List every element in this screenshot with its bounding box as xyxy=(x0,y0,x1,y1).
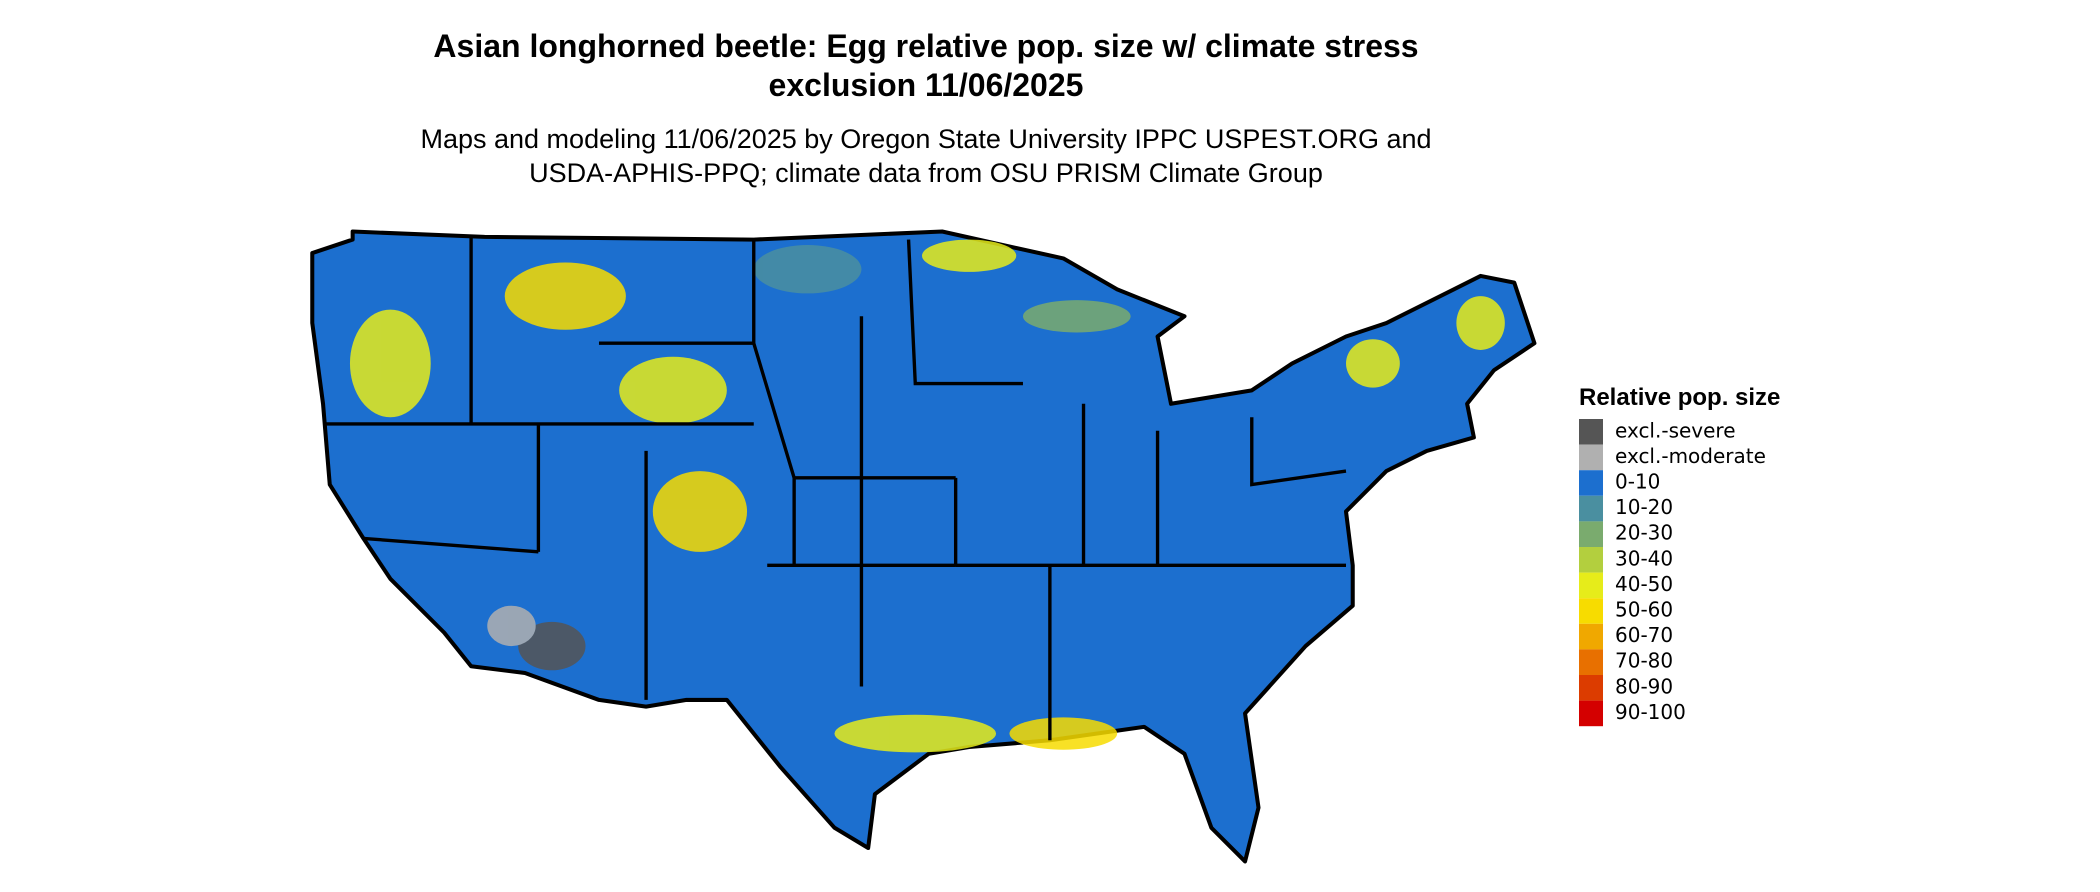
legend-label: 40-50 xyxy=(1615,572,1673,596)
subtitle-line: USDA-APHIS-PPQ; climate data from OSU PR… xyxy=(529,158,1323,188)
legend-swatch xyxy=(1579,572,1603,599)
legend-label: 70-80 xyxy=(1615,649,1673,673)
legend-swatch xyxy=(1579,700,1603,727)
legend-swatch xyxy=(1579,623,1603,650)
legend-swatch xyxy=(1579,649,1603,675)
legend-swatch xyxy=(1579,598,1603,624)
subtitle-line: Maps and modeling 11/06/2025 by Oregon S… xyxy=(420,124,1431,154)
legend-label: 90-100 xyxy=(1615,700,1686,724)
title-line: exclusion 11/06/2025 xyxy=(769,67,1084,103)
legend-label: 30-40 xyxy=(1615,546,1673,570)
legend-title: Relative pop. size xyxy=(1579,384,1780,411)
legend-label: 20-30 xyxy=(1615,521,1673,545)
legend-swatch xyxy=(1579,470,1603,496)
legend-label: 60-70 xyxy=(1615,623,1673,647)
legend-label: excl.-moderate xyxy=(1615,444,1766,468)
legend-label: 0-10 xyxy=(1615,470,1660,494)
legend-swatch xyxy=(1579,675,1603,701)
state-borders xyxy=(323,236,1347,741)
legend-swatch xyxy=(1579,419,1603,445)
legend-swatch xyxy=(1579,495,1603,522)
legend-swatch xyxy=(1579,444,1603,471)
legend-label: 10-20 xyxy=(1615,495,1673,519)
legend-label: 50-60 xyxy=(1615,598,1673,622)
land xyxy=(310,229,1537,864)
us-map xyxy=(310,229,1537,864)
suitability-patches xyxy=(349,239,1505,753)
legend-swatch xyxy=(1579,521,1603,547)
legend-label: excl.-severe xyxy=(1615,418,1736,442)
legend-label: 80-90 xyxy=(1615,674,1673,698)
title-line: Asian longhorned beetle: Egg relative po… xyxy=(433,28,1418,64)
legend-swatch xyxy=(1579,547,1603,573)
